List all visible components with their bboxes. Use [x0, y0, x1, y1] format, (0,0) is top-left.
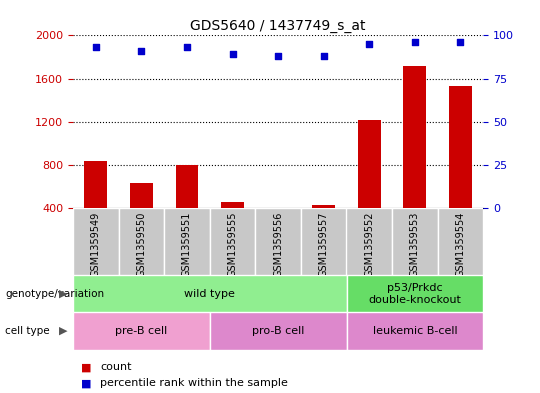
Point [137, 48, 146, 54]
Text: GSM1359551: GSM1359551 [182, 212, 192, 277]
Text: genotype/variation: genotype/variation [5, 289, 105, 299]
Text: GSM1359556: GSM1359556 [273, 212, 283, 277]
Text: GSM1359554: GSM1359554 [456, 212, 465, 277]
Bar [130, 184, 153, 208]
Text: ▶: ▶ [59, 289, 68, 299]
Bar [118, 208, 164, 275]
Point [91, 44, 100, 51]
Bar [164, 208, 210, 275]
Bar [73, 275, 347, 312]
Text: percentile rank within the sample: percentile rank within the sample [100, 378, 288, 388]
Bar [267, 208, 289, 209]
Bar [449, 86, 472, 208]
Bar [438, 208, 483, 275]
Text: p53/Prkdc
double-knockout: p53/Prkdc double-knockout [368, 283, 461, 305]
Point [410, 39, 419, 46]
Bar [255, 208, 301, 275]
Bar [347, 312, 483, 350]
Text: GSM1359555: GSM1359555 [227, 212, 238, 277]
Text: ■: ■ [81, 378, 91, 388]
Bar [347, 275, 483, 312]
Text: leukemic B-cell: leukemic B-cell [373, 326, 457, 336]
Text: pro-B cell: pro-B cell [252, 326, 304, 336]
Point [183, 44, 191, 51]
Text: GSM1359549: GSM1359549 [91, 212, 100, 277]
Bar [176, 165, 198, 208]
Bar [358, 119, 381, 208]
Bar [312, 205, 335, 208]
Text: wild type: wild type [184, 289, 235, 299]
Text: GSM1359553: GSM1359553 [410, 212, 420, 277]
Text: ▶: ▶ [59, 326, 68, 336]
Bar [403, 66, 426, 208]
Point [319, 53, 328, 59]
Bar [221, 202, 244, 208]
Bar [392, 208, 438, 275]
Point [228, 51, 237, 57]
Text: count: count [100, 362, 131, 373]
Bar [84, 161, 107, 208]
Bar [73, 312, 210, 350]
Bar [210, 208, 255, 275]
Text: GSM1359550: GSM1359550 [136, 212, 146, 277]
Text: GSM1359557: GSM1359557 [319, 212, 329, 277]
Point [456, 39, 465, 46]
Point [274, 53, 282, 59]
Text: pre-B cell: pre-B cell [115, 326, 167, 336]
Bar [210, 312, 347, 350]
Bar [301, 208, 347, 275]
Bar [73, 208, 118, 275]
Point [365, 41, 374, 47]
Text: ■: ■ [81, 362, 91, 373]
Bar [347, 208, 392, 275]
Text: cell type: cell type [5, 326, 50, 336]
Text: GSM1359552: GSM1359552 [364, 212, 374, 277]
Title: GDS5640 / 1437749_s_at: GDS5640 / 1437749_s_at [191, 19, 366, 33]
